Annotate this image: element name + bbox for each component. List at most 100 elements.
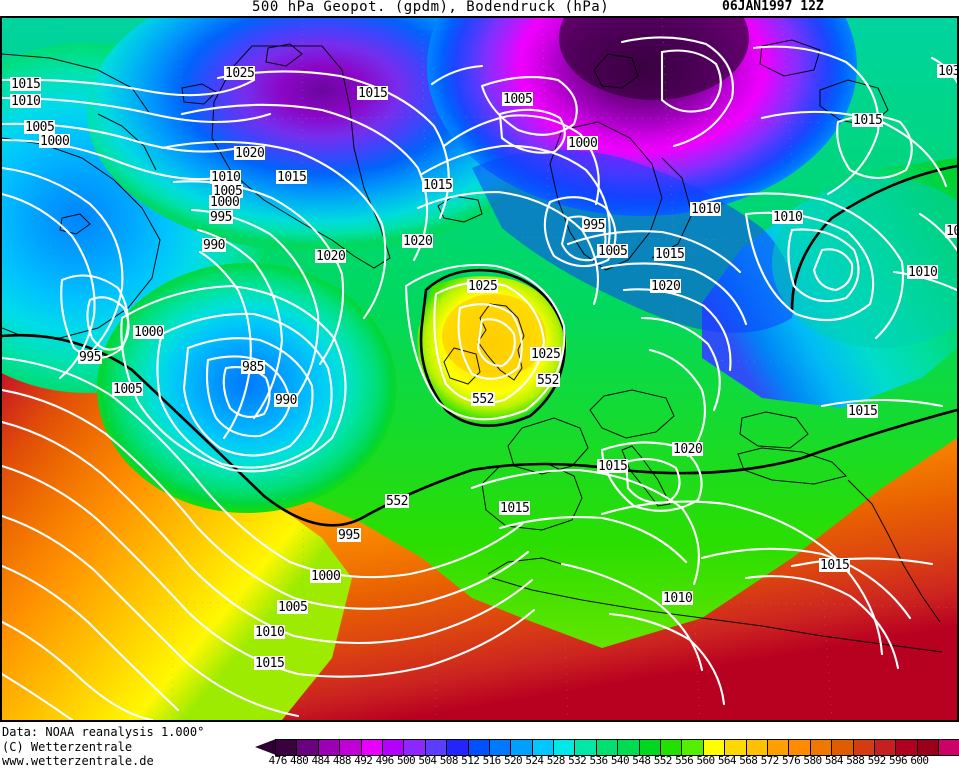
isobar-label: 1020: [402, 234, 434, 249]
geopotential-552-label: 552: [536, 373, 560, 388]
isobar-label: 1000: [39, 134, 71, 149]
isobar-label: 1015: [819, 558, 851, 573]
colorbar-cell: [917, 740, 940, 755]
isobar-label: 1015: [654, 247, 686, 262]
isobar-label: 1025: [224, 66, 256, 81]
isobar-label: 990: [202, 238, 226, 253]
isobar-label: 1010: [907, 265, 939, 280]
isobar-label: 1025: [467, 279, 499, 294]
colorbar-cell: [361, 740, 383, 755]
footer-copyright: (C) Wetterzentrale: [2, 739, 133, 754]
isobar-label: 1010: [254, 625, 286, 640]
colorbar-cell: [832, 740, 854, 755]
isobar-label: 1005: [597, 244, 629, 259]
map-frame[interactable]: 1015101010051000102510151005100010151030…: [0, 16, 959, 722]
colorbar-tick-label: 600: [910, 754, 929, 767]
colorbar-tick-label: 568: [739, 754, 758, 767]
footer-website: www.wetterzentrale.de: [2, 754, 154, 768]
colorbar-tick-label: 556: [675, 754, 694, 767]
mslp-isobar-layer: [2, 36, 957, 720]
isobar-label: 1010: [772, 210, 804, 225]
isobar-label: 1010: [210, 170, 242, 185]
colorbar-cell: [746, 740, 768, 755]
colorbar-tick-label: 536: [589, 754, 609, 767]
colorbar-cell: [340, 740, 362, 755]
colorbar-cell: [725, 740, 747, 755]
scandinavia-cool-band: [472, 150, 794, 333]
colorbar-cell: [575, 740, 597, 755]
footer-data-source: Data: NOAA reanalysis 1.000°: [2, 725, 205, 739]
title-bar: 500 hPa Geopot. (gpdm), Bodendruck (hPa)…: [0, 0, 959, 16]
isobar-label: 995: [209, 210, 233, 225]
colorbar-cell: [661, 740, 683, 755]
isobar-label: 1005: [277, 600, 309, 615]
isobar-label: 10: [945, 224, 957, 238]
isobar-label: 1010: [10, 94, 42, 109]
isobar-label: 1005: [112, 382, 144, 397]
colorbar-tick-label: 512: [461, 754, 480, 767]
isobar-label: 1015: [422, 178, 454, 193]
valid-time-label: 06JAN1997 12Z: [722, 0, 824, 14]
isobar-label: 1010: [690, 202, 722, 217]
isobar-label: 1010: [662, 591, 694, 606]
colorbar-cell: [404, 740, 426, 755]
isobar-label: 985: [241, 360, 265, 375]
colorbar-tick-label: 560: [696, 754, 715, 767]
colorbar-cell: [382, 740, 405, 755]
footer-credits: Data: NOAA reanalysis 1.000° (C) Wetterz…: [2, 725, 302, 769]
page-title: 500 hPa Geopot. (gpdm), Bodendruck (hPa): [252, 0, 610, 15]
colorbar-cell: [554, 740, 576, 755]
colorbar-over-arrow: [940, 739, 959, 755]
colorbar-cell: [767, 740, 790, 755]
colorbar-tick-label: 540: [610, 754, 630, 767]
colorbar-cell: [425, 740, 448, 755]
isobar-label: 1020: [650, 279, 682, 294]
coastline-layer: [2, 39, 943, 653]
isobar-label: 1015: [276, 170, 308, 185]
isobar-label: 1015: [852, 113, 884, 128]
isobar-label: 1005: [212, 184, 244, 199]
colorbar-tick-label: 496: [375, 754, 395, 767]
isobar-label: 995: [337, 528, 361, 543]
geopotential-552-label: 552: [471, 392, 495, 407]
colorbar-tick-label: 548: [632, 754, 651, 767]
colorbar-tick-label: 504: [418, 754, 437, 767]
weather-map-canvas[interactable]: [2, 18, 957, 720]
colorbar: 476 480 484 488 492 496 500 504 508 512 516 520 524 5…: [255, 735, 959, 770]
isobar-label: 1000: [567, 136, 599, 151]
isobar-label: 1015: [847, 404, 879, 419]
isobar-label: 1015: [10, 77, 42, 92]
isobar-label: 990: [274, 393, 298, 408]
isobar-label: 995: [78, 350, 102, 365]
geopotential-552-label: 552: [385, 494, 409, 509]
arctic-low-core: [559, 18, 749, 100]
colorbar-tick-label: 480: [290, 754, 309, 767]
colorbar-tick-label: 564: [717, 754, 737, 767]
isobar-label: 1015: [597, 459, 629, 474]
colorbar-cell: [789, 740, 811, 755]
colorbar-cell: [874, 740, 897, 755]
colorbar-tick-label: 576: [782, 754, 801, 767]
colorbar-tick-label: 520: [503, 754, 523, 767]
isobar-label: 1015: [499, 501, 531, 516]
colorbar-tick-label: 500: [397, 754, 416, 767]
colorbar-tick-label: 508: [439, 754, 459, 767]
colorbar-cell: [853, 740, 875, 755]
colorbar-tick-label: 524: [525, 754, 544, 767]
isobar-label: 1000: [310, 569, 342, 584]
isobar-label: 1020: [672, 442, 704, 457]
isobar-label: 1015: [357, 86, 389, 101]
isobar-label: 1015: [254, 656, 286, 671]
colorbar-cell: [810, 740, 833, 755]
colorbar-cell: [276, 740, 298, 755]
colorbar-tick-label: 580: [803, 754, 822, 767]
isobar-label: 1020: [234, 146, 266, 161]
isobar-label: 1000: [209, 195, 241, 210]
colorbar-tick-label: 572: [760, 754, 780, 767]
colorbar-tick-label: 476: [268, 754, 288, 767]
colorbar-cell: [703, 740, 726, 755]
colorbar-tick-label: 584: [824, 754, 844, 767]
isobar-label: 1000: [133, 325, 165, 340]
colorbar-cell: [639, 740, 662, 755]
